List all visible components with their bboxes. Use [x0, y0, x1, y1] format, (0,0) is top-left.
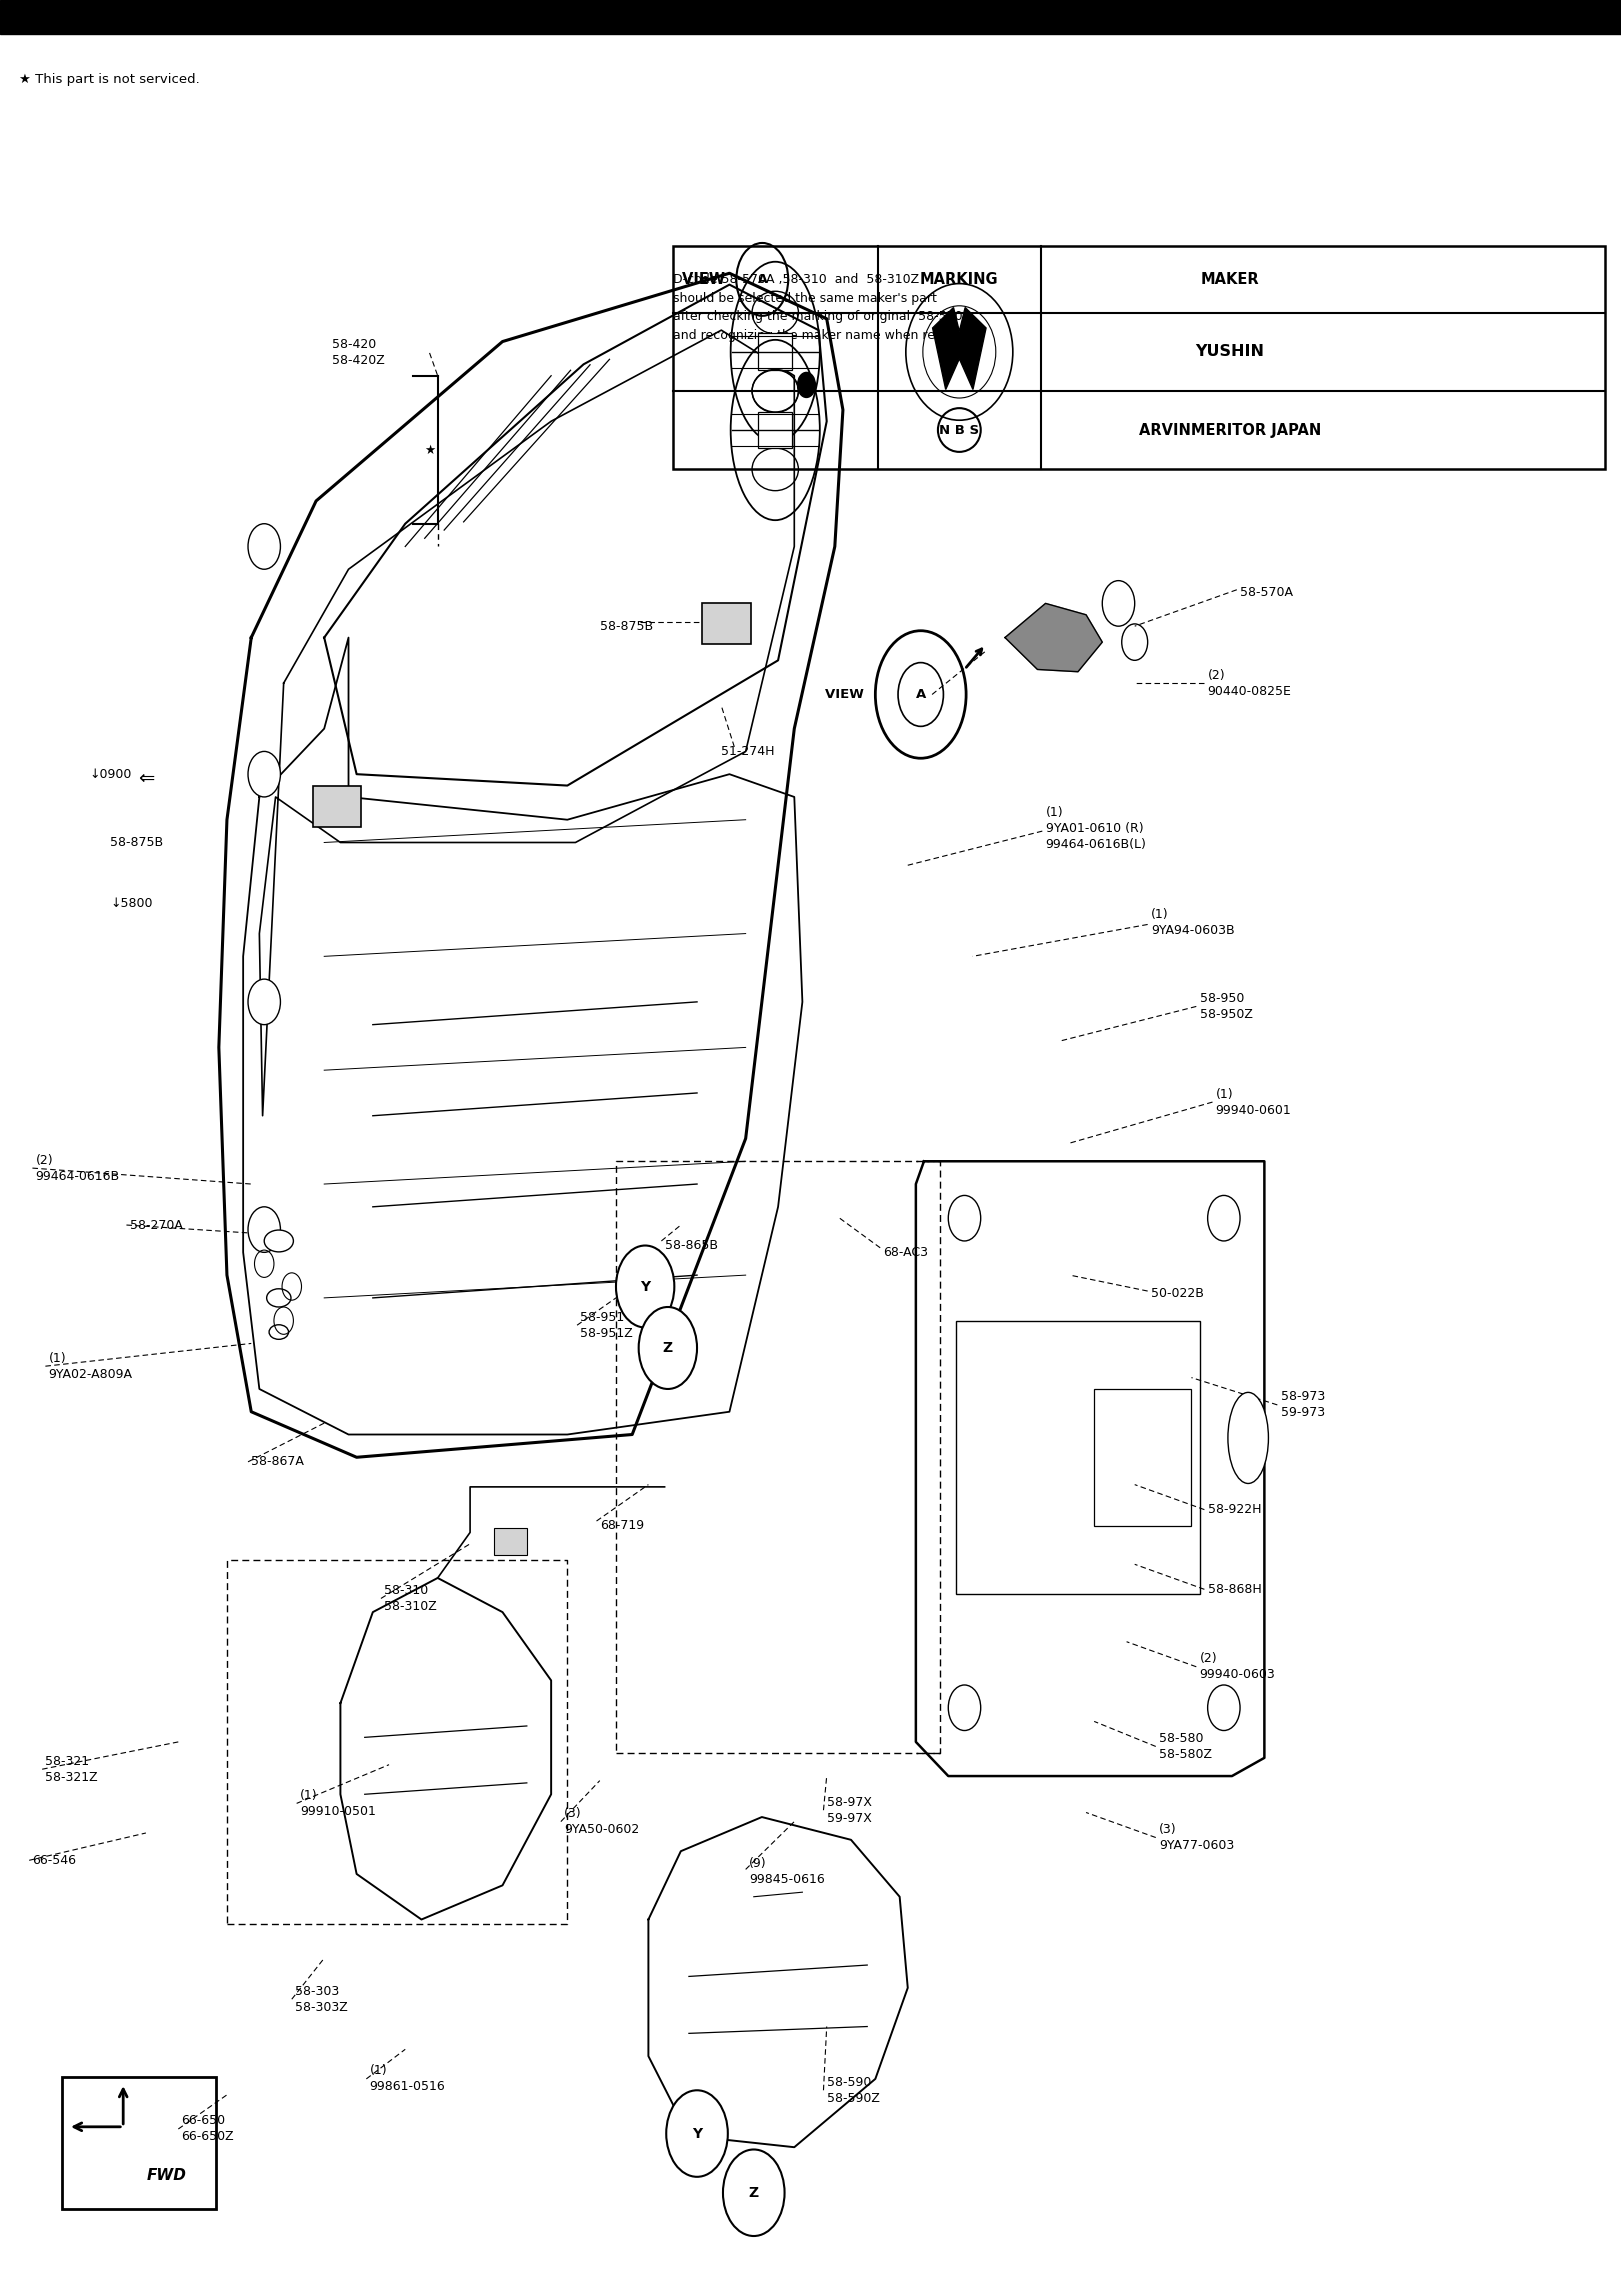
- Text: 58-420
58-420Z: 58-420 58-420Z: [332, 339, 386, 367]
- Text: Y: Y: [640, 1280, 650, 1293]
- Text: 58-310
58-310Z: 58-310 58-310Z: [384, 1585, 438, 1612]
- Bar: [0, 0, 1621, 34]
- Text: 58-922H: 58-922H: [1208, 1503, 1261, 1516]
- Circle shape: [639, 1307, 697, 1389]
- Text: (1)
9YA01-0610 (R)
99464-0616B(L): (1) 9YA01-0610 (R) 99464-0616B(L): [1046, 806, 1146, 852]
- Text: 58-875B: 58-875B: [110, 836, 164, 849]
- Circle shape: [248, 979, 280, 1025]
- Circle shape: [948, 1195, 981, 1241]
- Text: ↓5800: ↓5800: [110, 897, 152, 911]
- Text: (2)
99464-0616B: (2) 99464-0616B: [36, 1154, 120, 1182]
- Text: 58-570A: 58-570A: [1240, 585, 1294, 599]
- Text: YUSHIN: YUSHIN: [1195, 344, 1264, 360]
- Text: (1)
99910-0501: (1) 99910-0501: [300, 1790, 376, 1817]
- Text: 66-650
66-650Z: 66-650 66-650Z: [182, 2115, 233, 2143]
- Text: (3)
9YA50-0602: (3) 9YA50-0602: [564, 1808, 639, 1835]
- Bar: [956, 1321, 1200, 1594]
- Text: Z: Z: [663, 1341, 673, 1355]
- Text: A: A: [757, 273, 767, 287]
- Text: 51-274H: 51-274H: [721, 745, 775, 758]
- Text: 58-303
58-303Z: 58-303 58-303Z: [295, 1986, 349, 2013]
- Circle shape: [1208, 1195, 1240, 1241]
- Text: 58-865B: 58-865B: [665, 1239, 718, 1252]
- Text: (3)
9YA77-0603: (3) 9YA77-0603: [1159, 1824, 1234, 1851]
- Text: N B S: N B S: [939, 424, 979, 437]
- Bar: [313, 786, 361, 827]
- Text: FWD: FWD: [146, 2168, 186, 2184]
- Text: (1)
99861-0516: (1) 99861-0516: [370, 2065, 446, 2093]
- Text: A: A: [916, 688, 926, 701]
- Bar: [759, 412, 793, 449]
- Circle shape: [616, 1246, 674, 1327]
- Ellipse shape: [269, 1325, 289, 1339]
- Bar: [759, 332, 793, 371]
- Text: VIEW: VIEW: [682, 271, 729, 287]
- Text: (1)
9YA94-0603B: (1) 9YA94-0603B: [1151, 909, 1235, 936]
- Text: 68-AC3: 68-AC3: [883, 1246, 929, 1259]
- Text: MARKING: MARKING: [921, 271, 999, 287]
- Text: (1)
99940-0601: (1) 99940-0601: [1216, 1088, 1292, 1116]
- Text: ↓0900: ↓0900: [89, 767, 131, 781]
- Polygon shape: [1005, 603, 1102, 672]
- Text: 50-022B: 50-022B: [1151, 1287, 1204, 1300]
- Text: 58-868H: 58-868H: [1208, 1583, 1261, 1596]
- Bar: [1094, 1389, 1191, 1526]
- Text: 58-97X
59-97X: 58-97X 59-97X: [827, 1797, 872, 1824]
- Text: 68-719: 68-719: [600, 1519, 644, 1532]
- Text: 58-950
58-950Z: 58-950 58-950Z: [1200, 993, 1253, 1020]
- Text: MAKER: MAKER: [1200, 271, 1260, 287]
- Text: ★ This part is not serviced.: ★ This part is not serviced.: [19, 73, 201, 87]
- Text: VIEW: VIEW: [825, 688, 869, 701]
- Bar: [494, 1528, 527, 1555]
- Text: 58-580
58-580Z: 58-580 58-580Z: [1159, 1733, 1213, 1760]
- Text: D-code 58-570A ,58-310  and  58-310Z
should be selected the same maker's part
af: D-code 58-570A ,58-310 and 58-310Z shoul…: [673, 273, 984, 342]
- Text: 66-546: 66-546: [32, 1853, 76, 1867]
- Circle shape: [248, 1207, 280, 1252]
- Bar: [62, 2077, 216, 2209]
- Text: (2)
99940-0603: (2) 99940-0603: [1200, 1653, 1276, 1680]
- Text: ARVINMERITOR JAPAN: ARVINMERITOR JAPAN: [1138, 424, 1321, 437]
- Text: 58-867A: 58-867A: [251, 1455, 305, 1469]
- Circle shape: [798, 373, 815, 398]
- Text: 58-321
58-321Z: 58-321 58-321Z: [45, 1756, 97, 1783]
- Text: Z: Z: [749, 2186, 759, 2200]
- Bar: [673, 246, 1605, 469]
- Circle shape: [948, 1685, 981, 1731]
- Text: 58-973
59-973: 58-973 59-973: [1281, 1391, 1324, 1419]
- Ellipse shape: [264, 1230, 293, 1252]
- Polygon shape: [932, 307, 986, 389]
- Text: 58-875B: 58-875B: [600, 619, 653, 633]
- Text: (9)
99845-0616: (9) 99845-0616: [749, 1858, 825, 1885]
- Circle shape: [1208, 1685, 1240, 1731]
- Ellipse shape: [1227, 1391, 1268, 1485]
- Text: 58-951
58-951Z: 58-951 58-951Z: [580, 1312, 634, 1339]
- Text: ★: ★: [425, 444, 434, 458]
- Text: 58-270A: 58-270A: [130, 1218, 183, 1232]
- Text: (2)
90440-0825E: (2) 90440-0825E: [1208, 669, 1292, 697]
- Bar: [702, 603, 751, 644]
- Text: ⇐: ⇐: [138, 770, 154, 788]
- Text: (1)
9YA02-A809A: (1) 9YA02-A809A: [49, 1353, 133, 1380]
- Text: 58-590
58-590Z: 58-590 58-590Z: [827, 2077, 880, 2104]
- Text: Y: Y: [692, 2127, 702, 2140]
- Circle shape: [248, 751, 280, 797]
- Circle shape: [723, 2149, 785, 2236]
- Ellipse shape: [266, 1289, 290, 1307]
- Circle shape: [248, 524, 280, 569]
- Circle shape: [666, 2090, 728, 2177]
